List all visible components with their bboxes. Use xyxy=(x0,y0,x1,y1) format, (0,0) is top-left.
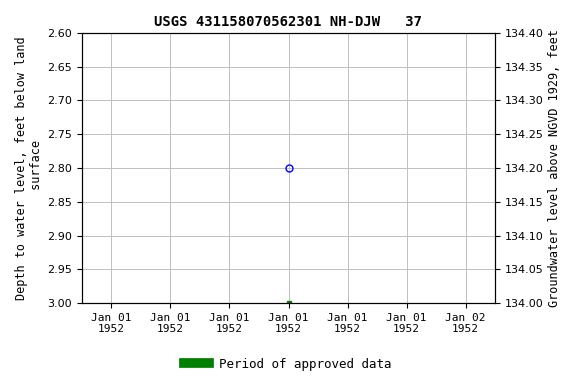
Title: USGS 431158070562301 NH-DJW   37: USGS 431158070562301 NH-DJW 37 xyxy=(154,15,423,29)
Y-axis label: Groundwater level above NGVD 1929, feet: Groundwater level above NGVD 1929, feet xyxy=(548,29,561,307)
Legend: Period of approved data: Period of approved data xyxy=(179,353,397,376)
Y-axis label: Depth to water level, feet below land
 surface: Depth to water level, feet below land su… xyxy=(15,36,43,300)
